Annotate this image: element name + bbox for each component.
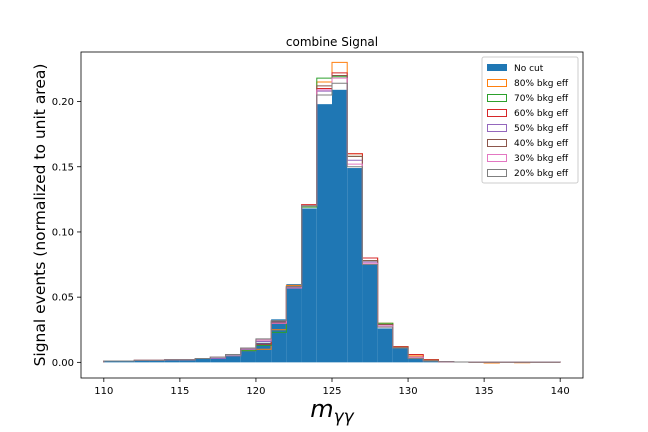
bar-nocut-bin-16 xyxy=(347,168,363,363)
bar-nocut-bin-8 xyxy=(225,355,241,363)
x-axis-label: mγγ xyxy=(310,395,354,427)
plot-area xyxy=(103,61,561,364)
bar-nocut-bin-7 xyxy=(210,358,226,363)
bar-nocut-bin-13 xyxy=(301,208,317,363)
legend-label-40-bkg-eff: 40% bkg eff xyxy=(514,139,569,149)
y-tick-label-1: 0.05 xyxy=(52,293,74,304)
x-tick-label-110: 110 xyxy=(94,386,113,397)
legend-swatch-no-cut xyxy=(487,64,507,71)
bar-nocut-bin-15 xyxy=(332,89,348,363)
bar-nocut-bin-10 xyxy=(255,342,272,363)
bar-nocut-bin-3 xyxy=(149,360,165,363)
bar-nocut-bin-19 xyxy=(392,348,409,363)
axis-ticks: 110 115 120 125 130 135 140 0.00 0.05 0.10 0.15 0.2… xyxy=(52,97,570,397)
chart-title: combine Signal xyxy=(286,35,378,49)
bar-nocut-bin-12 xyxy=(286,284,302,363)
bar-nocut-bin-9 xyxy=(240,350,256,363)
legend-swatch-70-bkg-eff xyxy=(487,94,507,102)
legend: No cut 80% bkg eff 70% bkg eff 60% bkg eff 5… xyxy=(481,56,579,184)
bar-nocut-bin-17 xyxy=(362,264,378,363)
bar-nocut-bin-5 xyxy=(179,359,196,363)
bar-nocut-bin-20 xyxy=(408,358,424,363)
legend-label-30-bkg-eff: 30% bkg eff xyxy=(514,154,569,164)
legend-label-70-bkg-eff: 70% bkg eff xyxy=(514,94,569,104)
legend-swatch-60-bkg-eff xyxy=(487,109,507,117)
legend-label-60-bkg-eff: 60% bkg eff xyxy=(514,109,569,119)
x-tick-label-120: 120 xyxy=(246,386,265,397)
y-tick-label-3: 0.15 xyxy=(52,162,74,173)
x-tick-label-125: 125 xyxy=(322,386,341,397)
y-tick-label-0: 0.00 xyxy=(52,358,74,369)
bar-nocut-bin-1 xyxy=(119,361,135,363)
y-tick-label-2: 0.10 xyxy=(52,227,74,238)
bar-nocut-bin-2 xyxy=(134,360,150,363)
legend-box xyxy=(481,56,579,184)
bar-nocut-bin-18 xyxy=(377,328,393,363)
legend-swatch-40-bkg-eff xyxy=(487,139,507,147)
legend-swatch-30-bkg-eff xyxy=(487,154,507,162)
bar-nocut-bin-4 xyxy=(164,359,180,363)
bar-nocut-bin-6 xyxy=(195,358,211,363)
legend-label-50-bkg-eff: 50% bkg eff xyxy=(514,124,569,134)
legend-label-20-bkg-eff: 20% bkg eff xyxy=(514,169,569,179)
legend-label-no-cut: No cut xyxy=(514,64,544,74)
y-axis-label: Signal events (normalized to unit area) xyxy=(31,64,49,367)
bar-nocut-bin-0 xyxy=(103,361,120,363)
step-line-20-bkg-eff xyxy=(103,82,561,363)
legend-swatch-20-bkg-eff xyxy=(487,169,507,177)
bar-nocut-bin-11 xyxy=(271,319,287,363)
x-tick-label-115: 115 xyxy=(170,386,189,397)
legend-swatch-80-bkg-eff xyxy=(487,79,507,87)
x-tick-label-130: 130 xyxy=(399,386,418,397)
bar-nocut-bin-14 xyxy=(316,104,332,363)
legend-label-80-bkg-eff: 80% bkg eff xyxy=(514,79,569,89)
x-tick-label-135: 135 xyxy=(475,386,494,397)
legend-swatch-50-bkg-eff xyxy=(487,124,507,132)
y-tick-label-4: 0.20 xyxy=(52,97,74,108)
bar-nocut-bin-21 xyxy=(423,361,439,363)
x-tick-label-140: 140 xyxy=(551,386,570,397)
